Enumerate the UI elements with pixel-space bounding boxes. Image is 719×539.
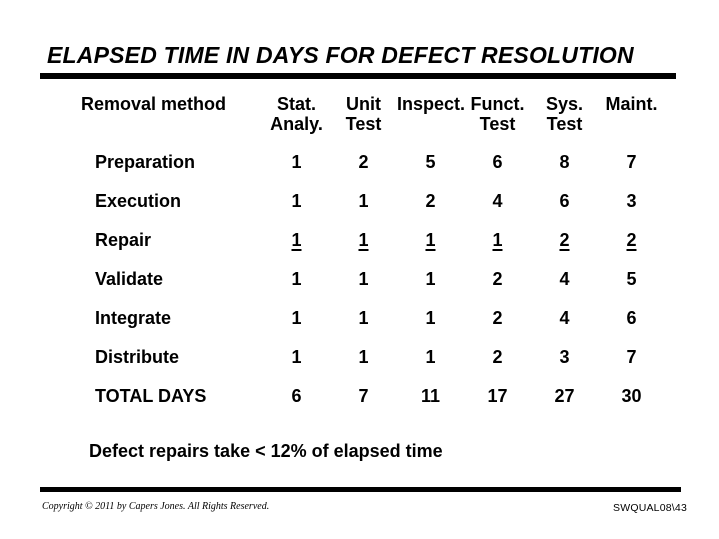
column-header-line2: Test	[345, 114, 382, 135]
column-header-6: Maint.	[598, 94, 665, 152]
value-cell: 30	[621, 386, 642, 406]
value-cell: 4	[559, 269, 570, 289]
value-cell: 1	[492, 230, 503, 250]
column-header-line1: Funct.	[470, 94, 525, 114]
column-header-line1: Sys.	[545, 94, 584, 114]
value-cell: 1	[291, 230, 302, 250]
value-cell: 6	[291, 386, 302, 406]
value-cell: 2	[358, 152, 369, 172]
slide-id-text: SWQUAL08\43	[613, 502, 687, 514]
value-cell: 2	[492, 308, 503, 328]
value-cell: 7	[626, 347, 637, 367]
copyright-text: Copyright © 2011 by Capers Jones. All Ri…	[42, 501, 270, 512]
value-cell: 2	[492, 347, 503, 367]
value-cell: 1	[358, 347, 369, 367]
value-cell: 4	[492, 191, 503, 211]
note-text: Defect repairs take < 12% of elapsed tim…	[89, 441, 443, 461]
row-label: Validate	[95, 269, 164, 289]
value-cell: 1	[425, 308, 436, 328]
column-header-2: Unit Test	[330, 94, 397, 152]
value-cell: 1	[358, 230, 369, 250]
value-cell: 5	[425, 152, 436, 172]
value-cell: 27	[554, 386, 575, 406]
defect-resolution-table: Removal method Stat. Analy. Unit Test Inspec…	[40, 94, 665, 425]
footer-divider	[40, 487, 681, 492]
row-label: Execution	[95, 191, 182, 211]
value-cell: 11	[420, 386, 441, 406]
column-header-line1: Stat.	[276, 94, 316, 114]
value-cell: 6	[626, 308, 637, 328]
column-header-5: Sys. Test	[531, 94, 598, 152]
value-cell: 6	[492, 152, 503, 172]
column-header-line2: Test	[479, 114, 516, 135]
value-cell: 2	[626, 230, 637, 250]
value-cell: 3	[559, 347, 570, 367]
value-cell: 1	[425, 347, 436, 367]
value-cell: 1	[291, 152, 302, 172]
value-cell: 2	[559, 230, 570, 250]
row-label: TOTAL DAYS	[95, 386, 207, 406]
row-label: Integrate	[95, 308, 172, 328]
column-header-4: Funct. Test	[464, 94, 531, 152]
row-label: Repair	[95, 230, 152, 250]
value-cell: 7	[358, 386, 369, 406]
page-title: ELAPSED TIME IN DAYS FOR DEFECT RESOLUTI…	[47, 42, 634, 68]
value-cell: 6	[559, 191, 570, 211]
value-cell: 1	[358, 191, 369, 211]
column-header-1: Stat. Analy.	[263, 94, 330, 152]
row-label: Preparation	[95, 152, 196, 172]
value-cell: 2	[425, 191, 436, 211]
value-cell: 1	[358, 308, 369, 328]
value-cell: 1	[425, 230, 436, 250]
value-cell: 7	[626, 152, 637, 172]
column-header-line2: Analy.	[270, 114, 323, 135]
column-header-line2: Test	[546, 114, 583, 135]
column-header-line1: Unit	[346, 94, 381, 114]
title-divider	[40, 73, 676, 79]
column-header-line1: Inspect.	[397, 94, 466, 114]
column-header-removal-method: Removal method	[81, 94, 227, 114]
value-cell: 17	[487, 386, 508, 406]
column-header-line1: Maint.	[605, 94, 658, 114]
value-cell: 4	[559, 308, 570, 328]
value-cell: 1	[291, 308, 302, 328]
value-cell: 1	[291, 269, 302, 289]
value-cell: 2	[492, 269, 503, 289]
column-header-3: Inspect.	[397, 94, 466, 152]
value-cell: 1	[358, 269, 369, 289]
value-cell: 1	[425, 269, 436, 289]
value-cell: 1	[291, 347, 302, 367]
value-cell: 5	[626, 269, 637, 289]
value-cell: 8	[559, 152, 570, 172]
value-cell: 3	[626, 191, 637, 211]
row-label: Distribute	[95, 347, 180, 367]
value-cell: 1	[291, 191, 302, 211]
